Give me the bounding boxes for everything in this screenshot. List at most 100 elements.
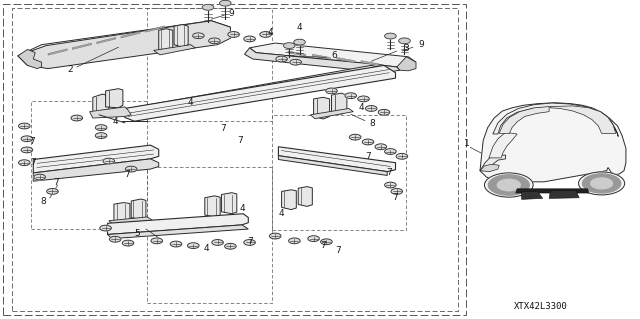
- Circle shape: [225, 243, 236, 249]
- Polygon shape: [288, 51, 306, 56]
- Circle shape: [109, 236, 121, 242]
- Circle shape: [103, 158, 115, 164]
- Text: 9: 9: [419, 40, 424, 49]
- Circle shape: [349, 134, 361, 140]
- Polygon shape: [33, 145, 159, 173]
- Text: 4: 4: [296, 23, 301, 32]
- Polygon shape: [106, 89, 123, 108]
- Circle shape: [308, 236, 319, 241]
- Polygon shape: [480, 155, 506, 171]
- Polygon shape: [337, 57, 355, 63]
- Polygon shape: [18, 21, 230, 65]
- Text: 4: 4: [188, 98, 193, 107]
- Polygon shape: [125, 65, 396, 121]
- Circle shape: [385, 182, 396, 188]
- Text: 7: 7: [54, 178, 59, 187]
- Polygon shape: [97, 37, 116, 44]
- Circle shape: [188, 243, 199, 249]
- Polygon shape: [109, 217, 152, 225]
- Circle shape: [378, 109, 390, 115]
- Polygon shape: [108, 214, 248, 234]
- Circle shape: [326, 88, 337, 94]
- Text: 7: 7: [220, 124, 225, 133]
- Circle shape: [385, 149, 396, 154]
- Polygon shape: [131, 199, 146, 219]
- Text: 7: 7: [31, 158, 36, 167]
- Circle shape: [71, 115, 83, 121]
- Polygon shape: [361, 61, 379, 66]
- Polygon shape: [90, 107, 131, 118]
- Bar: [31, 101, 147, 229]
- Circle shape: [365, 106, 377, 111]
- Bar: [272, 115, 406, 230]
- Polygon shape: [18, 49, 42, 69]
- Polygon shape: [314, 97, 330, 119]
- Text: 7: 7: [393, 193, 398, 202]
- Circle shape: [358, 96, 369, 102]
- Text: 7: 7: [335, 246, 340, 255]
- Polygon shape: [33, 159, 159, 181]
- Polygon shape: [205, 196, 220, 217]
- Polygon shape: [221, 193, 237, 214]
- Circle shape: [375, 144, 387, 150]
- Text: 7: 7: [247, 237, 252, 246]
- Polygon shape: [145, 26, 164, 32]
- Circle shape: [209, 38, 220, 44]
- Polygon shape: [250, 43, 416, 67]
- Polygon shape: [278, 147, 396, 172]
- Circle shape: [220, 0, 231, 6]
- Circle shape: [294, 39, 305, 45]
- Text: 3: 3: [404, 44, 409, 53]
- Circle shape: [276, 56, 287, 62]
- Circle shape: [95, 133, 107, 138]
- Circle shape: [244, 36, 255, 42]
- Circle shape: [122, 240, 134, 246]
- Polygon shape: [159, 29, 173, 52]
- Circle shape: [284, 43, 295, 48]
- Polygon shape: [278, 156, 387, 175]
- Text: 4: 4: [268, 28, 273, 37]
- Circle shape: [385, 33, 396, 39]
- Circle shape: [321, 239, 332, 245]
- Circle shape: [488, 175, 529, 195]
- Circle shape: [244, 240, 255, 245]
- Bar: [147, 167, 272, 303]
- Text: 7: 7: [387, 168, 392, 177]
- Polygon shape: [489, 132, 517, 158]
- Circle shape: [399, 38, 410, 44]
- Text: 5: 5: [135, 229, 140, 238]
- Circle shape: [260, 32, 271, 37]
- Text: 1: 1: [465, 139, 470, 148]
- Text: 4: 4: [204, 244, 209, 253]
- Polygon shape: [108, 225, 248, 239]
- Text: 4: 4: [359, 103, 364, 112]
- Text: 7: 7: [321, 241, 326, 250]
- Polygon shape: [312, 54, 330, 59]
- Circle shape: [579, 172, 625, 195]
- Circle shape: [484, 173, 533, 197]
- Circle shape: [95, 125, 107, 130]
- Polygon shape: [114, 203, 130, 223]
- Circle shape: [345, 93, 356, 99]
- Text: 4: 4: [239, 204, 244, 213]
- Text: 8: 8: [41, 197, 46, 206]
- Text: 7: 7: [365, 152, 371, 161]
- Polygon shape: [282, 190, 296, 210]
- Text: 4: 4: [113, 117, 118, 126]
- Circle shape: [100, 225, 111, 231]
- Circle shape: [212, 240, 223, 245]
- Polygon shape: [48, 49, 67, 55]
- Polygon shape: [174, 25, 188, 47]
- Text: 7: 7: [29, 137, 35, 146]
- Polygon shape: [244, 48, 400, 73]
- Polygon shape: [93, 94, 109, 115]
- Circle shape: [21, 147, 33, 153]
- Bar: [12, 8, 458, 311]
- Polygon shape: [549, 191, 579, 198]
- Circle shape: [47, 189, 58, 194]
- Polygon shape: [522, 191, 543, 199]
- Bar: [147, 8, 272, 121]
- Text: 6: 6: [332, 51, 337, 60]
- Text: XTX42L3300: XTX42L3300: [514, 302, 568, 311]
- Circle shape: [391, 189, 403, 194]
